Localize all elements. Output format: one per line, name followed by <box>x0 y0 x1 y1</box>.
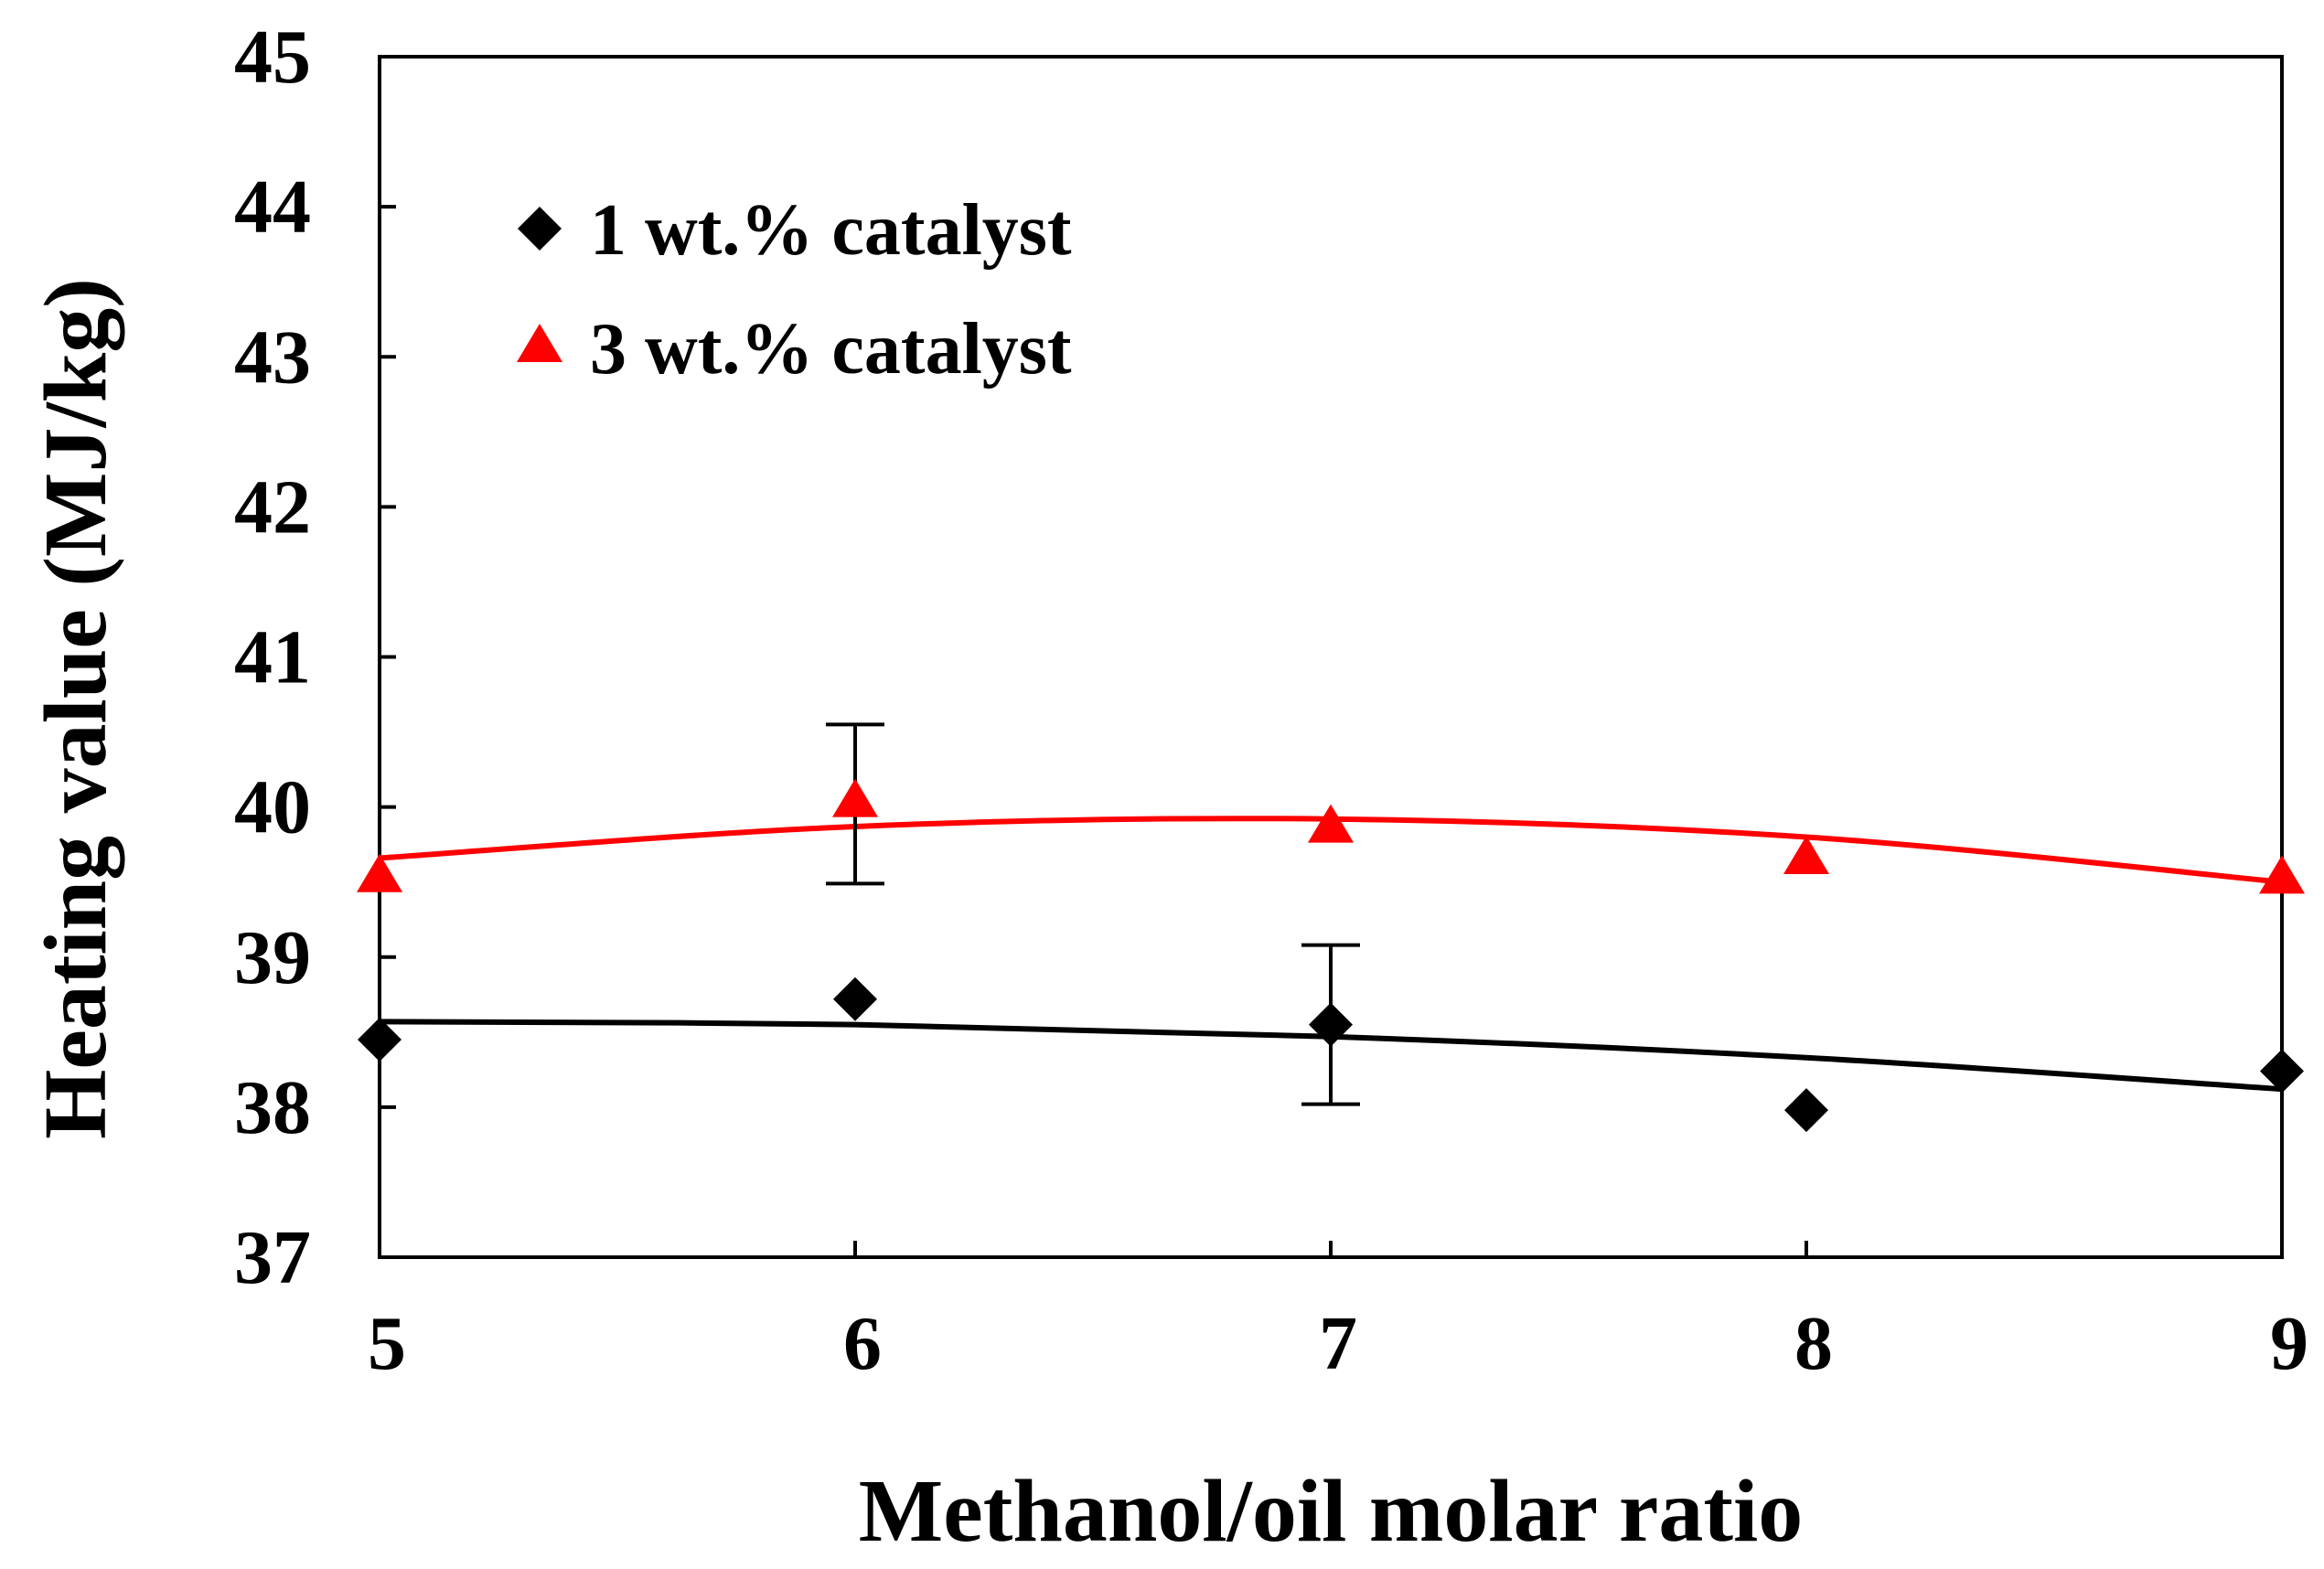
triangle-point <box>832 778 878 817</box>
legend-marker <box>517 323 562 362</box>
diamond-point <box>358 1018 402 1062</box>
legend-marker <box>518 207 562 251</box>
triangle-point <box>1308 804 1354 843</box>
x-tick-label: 8 <box>1794 1301 1833 1386</box>
y-axis-ticks: 37 38 39 40 41 42 43 44 45 <box>234 15 396 1300</box>
legend-label: 1 wt.% catalyst <box>590 190 1072 271</box>
y-tick-label: 38 <box>234 1065 311 1150</box>
triangle-point <box>2259 855 2305 894</box>
x-tick-label: 5 <box>368 1301 406 1386</box>
y-axis-title: Heating value (MJ/kg) <box>27 278 125 1139</box>
y-tick-label: 39 <box>234 915 311 1000</box>
y-tick-label: 37 <box>234 1215 311 1300</box>
data-points <box>357 778 2305 1133</box>
x-tick-label: 6 <box>843 1301 882 1386</box>
y-tick-label: 41 <box>234 615 311 700</box>
legend-label: 3 wt.% catalyst <box>590 309 1072 390</box>
legend: 1 wt.% catalyst 3 wt.% catalyst <box>517 190 1072 390</box>
error-bars <box>826 722 1360 1106</box>
y-tick-label: 43 <box>234 315 311 400</box>
diamond-point <box>1784 1088 1828 1133</box>
x-axis-title: Methanol/oil molar ratio <box>859 1462 1804 1561</box>
x-tick-label: 9 <box>2270 1301 2308 1386</box>
y-tick-label: 40 <box>234 765 311 850</box>
x-axis-ticks: 5 6 7 8 9 <box>368 1241 2308 1386</box>
y-tick-label: 44 <box>234 165 311 250</box>
y-tick-label: 42 <box>234 464 311 550</box>
diamond-point <box>1309 1002 1353 1047</box>
x-tick-label: 7 <box>1319 1301 1357 1386</box>
y-tick-label: 45 <box>234 15 311 100</box>
diamond-point <box>833 977 877 1021</box>
triangle-point <box>357 853 402 892</box>
diamond-point <box>2260 1049 2304 1094</box>
triangle-point <box>1783 836 1829 875</box>
